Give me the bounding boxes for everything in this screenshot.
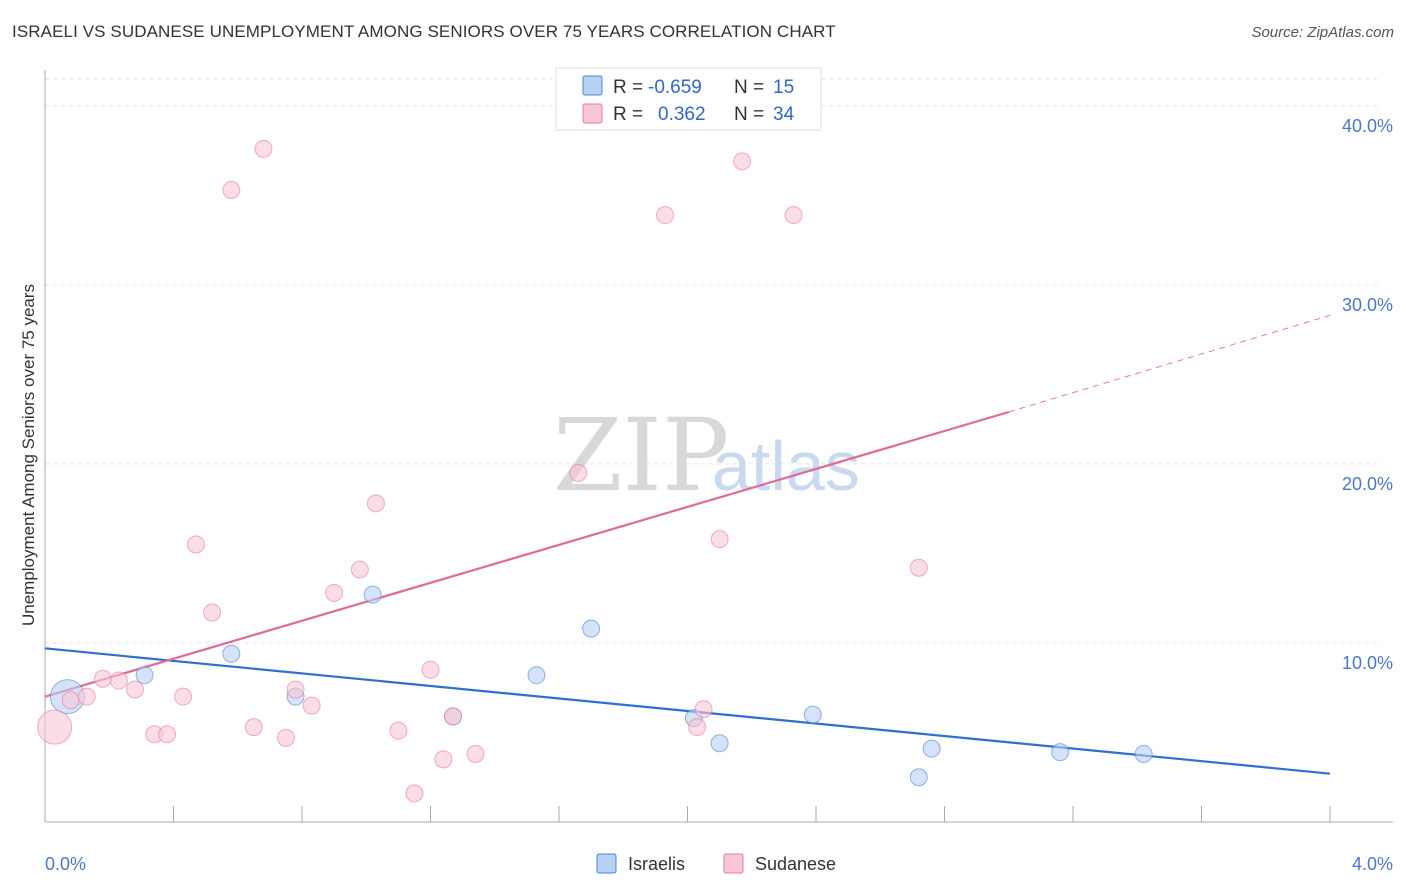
sudanese-trend-line xyxy=(44,410,1010,698)
legend-n-israelis: 15 xyxy=(773,77,794,98)
sudanese-point xyxy=(174,687,193,706)
sudanese-point xyxy=(93,669,112,688)
y-axis-label: Unemployment Among Seniors over 75 years xyxy=(19,284,38,626)
legend-israelis-label: Israelis xyxy=(628,854,685,874)
legend-sudanese-swatch xyxy=(723,853,744,874)
legend-n-label-sudanese: N = xyxy=(734,104,764,125)
israelis-point xyxy=(803,705,822,724)
israelis-swatch xyxy=(582,75,603,96)
sudanese-trend-extension xyxy=(1008,314,1331,413)
watermark: ZIP atlas xyxy=(553,397,860,514)
x-tick-label: 4.0% xyxy=(1352,854,1393,874)
series-legend: Israelis Sudanese xyxy=(596,853,836,874)
sudanese-point xyxy=(109,671,128,690)
sudanese-point xyxy=(421,660,440,679)
sudanese-point xyxy=(784,206,803,225)
sudanese-point xyxy=(443,707,462,726)
israelis-point xyxy=(1134,744,1153,763)
sudanese-point xyxy=(325,583,344,602)
chart-title: ISRAELI VS SUDANESE UNEMPLOYMENT AMONG S… xyxy=(12,22,836,41)
israelis-point xyxy=(1051,743,1070,762)
legend-n-label-israelis: N = xyxy=(734,77,764,98)
sudanese-point xyxy=(158,725,177,744)
sudanese-point xyxy=(405,784,424,803)
israelis-point xyxy=(582,619,601,638)
y-tick-label: 30.0% xyxy=(1342,295,1393,315)
axes: 10.0% 20.0% 30.0% 40.0% 0.0% 4.0% xyxy=(44,70,1393,874)
sudanese-point xyxy=(710,530,729,549)
israelis-trend-line xyxy=(44,647,1331,775)
sudanese-point xyxy=(286,680,305,699)
sudanese-point xyxy=(244,718,263,737)
correlation-legend: R = -0.659 N = 15 R = 0.362 N = 34 xyxy=(555,67,822,131)
sudanese-point xyxy=(656,206,675,225)
sudanese-point xyxy=(434,750,453,769)
sudanese-point xyxy=(366,494,385,513)
sudanese-point xyxy=(125,680,144,699)
y-tick-label: 40.0% xyxy=(1342,116,1393,136)
sudanese-point xyxy=(203,603,222,622)
sudanese-point xyxy=(186,535,205,554)
legend-sudanese-label: Sudanese xyxy=(755,854,836,874)
watermark-zip: ZIP xyxy=(553,397,729,514)
sudanese-point xyxy=(350,560,369,579)
y-tick-label: 10.0% xyxy=(1342,653,1393,673)
israelis-point xyxy=(135,666,154,685)
legend-r-label-sudanese: R = xyxy=(613,104,643,125)
israelis-point xyxy=(909,768,928,787)
trend-lines xyxy=(44,314,1331,775)
legend-r-sudanese: 0.362 xyxy=(658,104,706,125)
israelis-point xyxy=(922,739,941,758)
israelis-point xyxy=(710,734,729,753)
sudanese-point xyxy=(276,728,295,747)
legend-israelis-swatch xyxy=(596,853,617,874)
sudanese-point xyxy=(77,687,96,706)
sudanese-point xyxy=(466,744,485,763)
israelis-point xyxy=(363,585,382,604)
y-tick-label: 20.0% xyxy=(1342,474,1393,494)
legend-r-label-israelis: R = xyxy=(613,77,643,98)
sudanese-point xyxy=(688,718,707,737)
sudanese-point xyxy=(733,152,752,171)
sudanese-point xyxy=(694,700,713,719)
legend-n-sudanese: 34 xyxy=(773,104,795,125)
sudanese-point xyxy=(61,691,80,710)
source-label: Source: ZipAtlas.com xyxy=(1251,24,1394,41)
legend-r-israelis: -0.659 xyxy=(648,77,702,98)
data-points xyxy=(37,139,1153,803)
sudanese-point xyxy=(254,139,273,158)
sudanese-point xyxy=(909,558,928,577)
sudanese-swatch xyxy=(582,103,603,124)
sudanese-point xyxy=(37,709,73,745)
x-tick-label: 0.0% xyxy=(45,854,86,874)
sudanese-point xyxy=(222,181,241,200)
israelis-point xyxy=(527,666,546,685)
sudanese-point xyxy=(569,463,588,482)
sudanese-point xyxy=(302,696,321,715)
sudanese-point xyxy=(389,721,408,740)
israelis-point xyxy=(222,644,241,663)
